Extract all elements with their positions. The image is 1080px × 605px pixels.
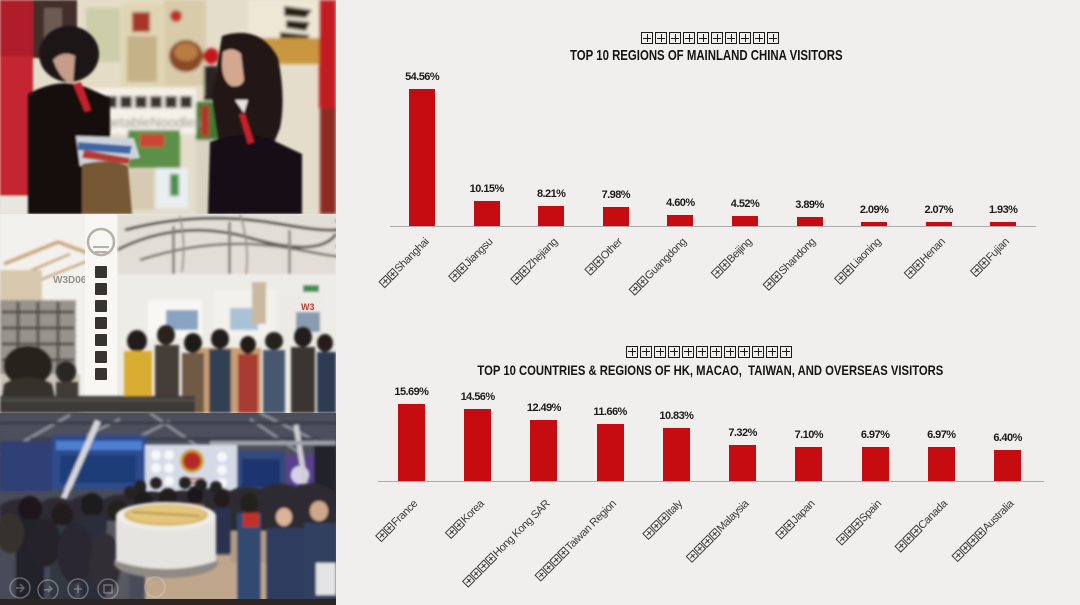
svg-text:W3: W3 xyxy=(301,302,315,312)
svg-text:W3D06: W3D06 xyxy=(53,275,87,286)
svg-text:VegetableNoodles: VegetableNoodles xyxy=(88,114,202,130)
